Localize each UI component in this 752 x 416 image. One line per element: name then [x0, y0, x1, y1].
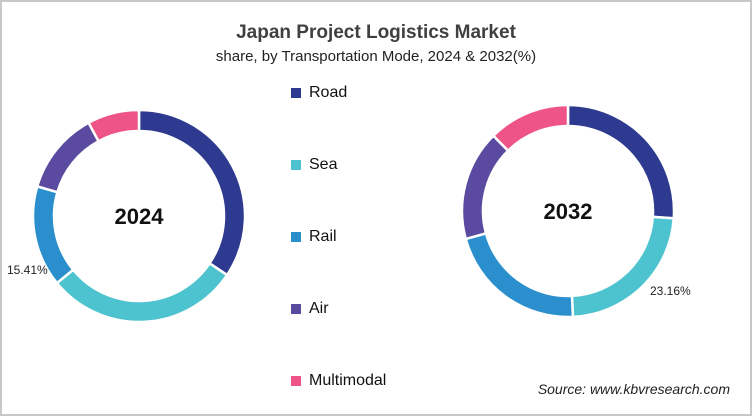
- donut-center-label: 2032: [544, 199, 593, 224]
- donut-chart-2024: 2024: [31, 108, 247, 324]
- donut-segment-sea: [55, 261, 229, 324]
- donut-center-label: 2024: [115, 204, 165, 229]
- legend-label-road: Road: [309, 84, 348, 101]
- legend-item-road: Road: [291, 84, 347, 102]
- legend-item-multimodal: Multimodal: [291, 372, 386, 390]
- legend-item-air: Air: [291, 300, 329, 318]
- donut-segment-sea: [570, 215, 676, 319]
- legend-swatch-air: [291, 304, 301, 314]
- callout-rail-2024: 15.41%: [7, 263, 48, 277]
- legend-label-rail: Rail: [309, 228, 337, 245]
- donut-segment-rail: [464, 231, 575, 319]
- donut-chart-2032: 2032: [460, 103, 676, 319]
- source-credit: Source: www.kbvresearch.com: [537, 381, 730, 397]
- legend-label-sea: Sea: [309, 156, 338, 173]
- legend-item-rail: Rail: [291, 228, 337, 246]
- chart-title: Japan Project Logistics Market: [236, 22, 516, 43]
- donut-segment-road: [137, 108, 247, 277]
- legend-item-sea: Sea: [291, 156, 337, 174]
- legend-swatch-rail: [291, 232, 301, 242]
- donut-segment-air: [35, 121, 101, 194]
- donut-segment-multimodal: [491, 103, 570, 153]
- legend-label-multimodal: Multimodal: [309, 372, 387, 389]
- donut-segment-multimodal: [86, 108, 141, 143]
- callout-sea-2032: 23.16%: [650, 284, 691, 298]
- legend-swatch-road: [291, 88, 301, 98]
- donut-segment-air: [460, 133, 510, 241]
- chart-subtitle: share, by Transportation Mode, 2024 & 20…: [215, 48, 537, 65]
- legend-swatch-multimodal: [291, 376, 301, 386]
- legend-label-air: Air: [309, 300, 329, 317]
- legend-swatch-sea: [291, 160, 301, 170]
